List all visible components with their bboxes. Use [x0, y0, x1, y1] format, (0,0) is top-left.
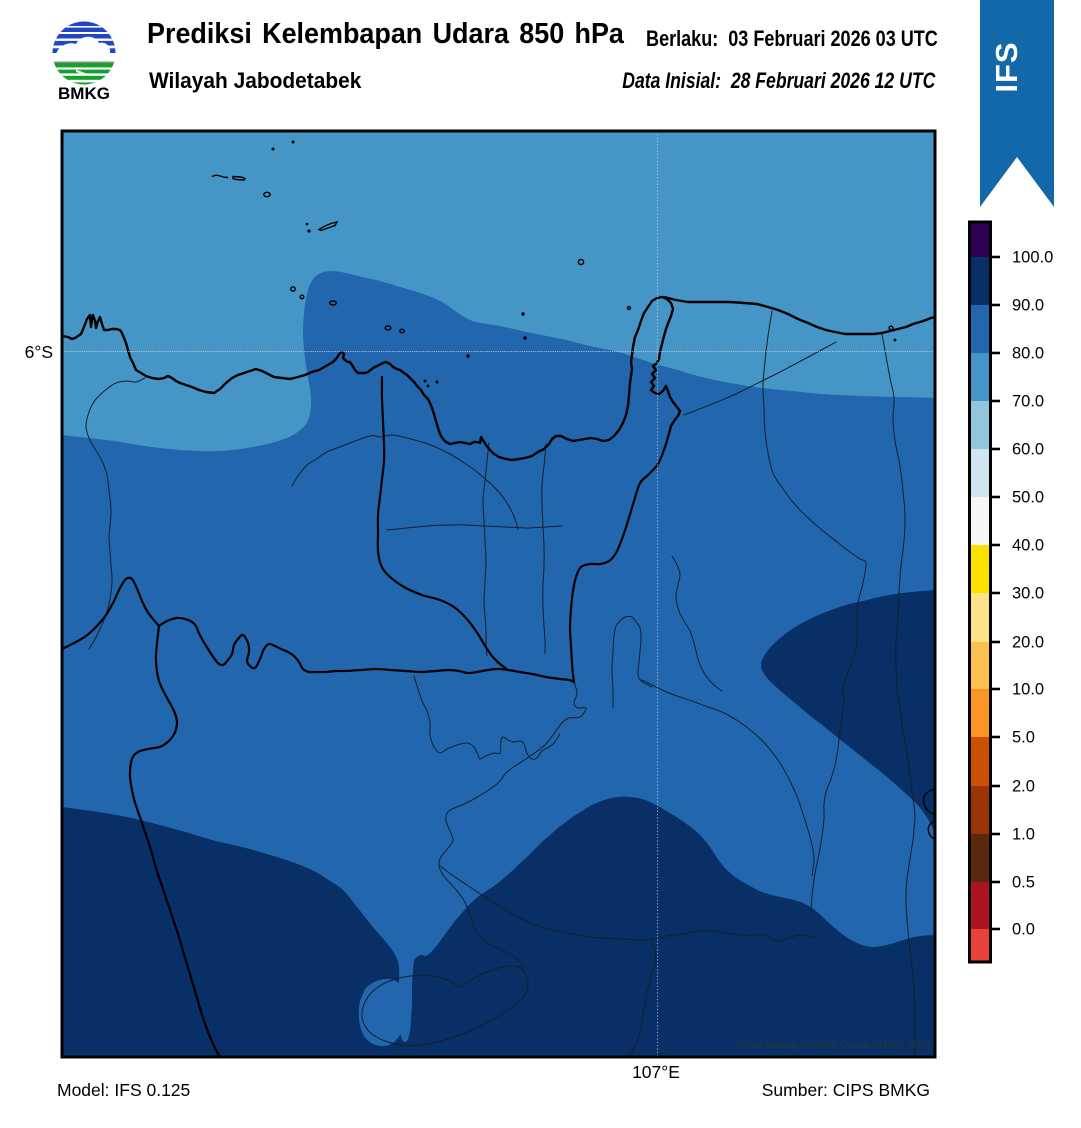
svg-text:80.0: 80.0: [1012, 345, 1044, 363]
svg-text:40.0: 40.0: [1012, 537, 1044, 555]
svg-text:70.0: 70.0: [1012, 393, 1044, 411]
svg-text:0.0: 0.0: [1012, 921, 1035, 939]
svg-text:2.0: 2.0: [1012, 778, 1035, 796]
svg-text:50.0: 50.0: [1012, 489, 1044, 507]
svg-text:10.0: 10.0: [1012, 681, 1044, 699]
svg-text:90.0: 90.0: [1012, 297, 1044, 315]
svg-text:©Sub Bidang Prediksi Cuaca BMK: ©Sub Bidang Prediksi Cuaca BMKG, 2026: [736, 1040, 931, 1051]
svg-text:IFS: IFS: [989, 41, 1024, 92]
svg-text:1.0: 1.0: [1012, 826, 1035, 844]
svg-text:20.0: 20.0: [1012, 634, 1044, 652]
svg-text:60.0: 60.0: [1012, 441, 1044, 459]
svg-text:100.0: 100.0: [1012, 249, 1053, 267]
svg-text:5.0: 5.0: [1012, 729, 1035, 747]
svg-text:BMKG: BMKG: [58, 84, 110, 102]
svg-text:30.0: 30.0: [1012, 585, 1044, 603]
svg-text:0.5: 0.5: [1012, 874, 1035, 892]
